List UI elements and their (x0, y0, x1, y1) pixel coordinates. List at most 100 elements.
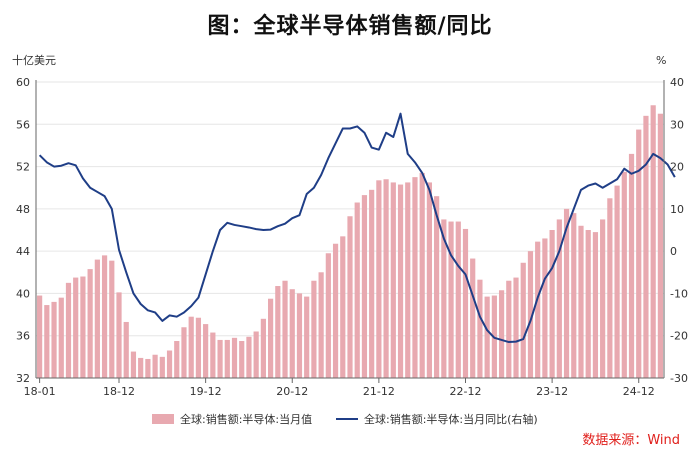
bar (101, 255, 108, 378)
bar (441, 219, 447, 378)
bar (390, 182, 396, 378)
right-tick-label: 20 (670, 161, 684, 174)
bar (325, 253, 331, 378)
bar (563, 208, 570, 378)
bar (614, 185, 620, 378)
bar (347, 216, 353, 378)
bar (318, 272, 324, 378)
bar (477, 279, 483, 378)
bar (296, 293, 303, 378)
right-tick-label: -10 (670, 287, 688, 300)
right-tick-label: 0 (670, 245, 677, 258)
bar (94, 259, 100, 378)
x-tick-label: 24-12 (623, 385, 655, 398)
right-tick-label: 40 (670, 76, 684, 89)
bar (275, 286, 281, 378)
bar (37, 295, 43, 378)
bar (585, 230, 591, 378)
legend-bar-label: 全球:销售额:半导体:当月值 (180, 412, 312, 426)
bar (246, 336, 252, 378)
bar (109, 260, 115, 378)
left-tick-label: 32 (16, 372, 30, 385)
bar (607, 198, 613, 378)
bar (383, 179, 389, 378)
bar (65, 282, 72, 378)
left-tick-label: 36 (16, 330, 30, 343)
bar (592, 232, 599, 378)
bar (80, 276, 86, 378)
bar (556, 219, 562, 378)
bar (231, 337, 238, 378)
bar (470, 258, 476, 378)
x-tick-label: 21-12 (363, 385, 395, 398)
left-tick-label: 60 (16, 76, 30, 89)
left-axis-unit: 十亿美元 (12, 53, 56, 67)
bar (600, 219, 606, 378)
bar (455, 221, 461, 378)
bar (434, 196, 440, 378)
bar (369, 189, 375, 378)
bar (484, 296, 490, 378)
bar (51, 301, 57, 378)
left-tick-label: 44 (16, 245, 30, 258)
bar (304, 296, 310, 378)
bar (44, 305, 50, 378)
legend-bar-swatch (152, 414, 174, 424)
bar (506, 280, 512, 378)
bar (520, 262, 526, 378)
bar (195, 317, 202, 378)
bar (462, 228, 469, 378)
bar (657, 113, 663, 378)
bar (448, 221, 454, 378)
chart-title: 图：全球半导体销售额/同比 (207, 14, 493, 39)
bar (340, 236, 346, 378)
bar (636, 129, 642, 378)
bar (188, 316, 194, 378)
bar (267, 298, 274, 378)
bar (203, 324, 209, 378)
bar (332, 243, 339, 378)
data-source-note: 数据来源：Wind (582, 433, 680, 448)
bar (159, 356, 165, 378)
left-tick-label: 40 (16, 287, 30, 300)
bar (87, 269, 93, 378)
bar (116, 292, 122, 378)
bar (513, 277, 519, 378)
x-tick-label: 18-01 (24, 385, 56, 398)
bar (260, 318, 266, 378)
bar-series (37, 105, 663, 378)
axes: 32 36 40 44 48 52 56 60 -30 -20 -10 0 10 20 30 40 18-01 1… (16, 76, 688, 398)
bar (138, 357, 144, 378)
bar (527, 251, 534, 378)
bar (58, 297, 64, 378)
bar (361, 195, 368, 378)
bar (578, 225, 584, 378)
bar (643, 115, 649, 378)
right-tick-label: -30 (670, 372, 688, 385)
bar (289, 289, 295, 378)
legend-line-label: 全球:销售额:半导体:当月同比(右轴) (364, 412, 538, 426)
bar (542, 238, 548, 378)
bar (397, 184, 404, 378)
left-tick-label: 48 (16, 203, 30, 216)
right-tick-label: -20 (670, 330, 688, 343)
x-tick-label: 23-12 (536, 385, 568, 398)
bar (376, 180, 382, 378)
left-tick-label: 52 (16, 161, 30, 174)
bar (311, 280, 317, 378)
x-tick-label: 18-12 (103, 385, 135, 398)
right-axis-unit: % (656, 54, 666, 67)
bar (498, 290, 505, 378)
bar (130, 351, 137, 378)
bar (426, 182, 433, 378)
bar (73, 277, 79, 378)
x-tick-label: 19-12 (190, 385, 222, 398)
bar (419, 172, 425, 378)
bar (217, 339, 223, 378)
bar (145, 358, 151, 378)
bar (181, 327, 187, 378)
x-tick-label: 22-12 (450, 385, 482, 398)
bar (210, 332, 216, 378)
bar (239, 341, 245, 378)
